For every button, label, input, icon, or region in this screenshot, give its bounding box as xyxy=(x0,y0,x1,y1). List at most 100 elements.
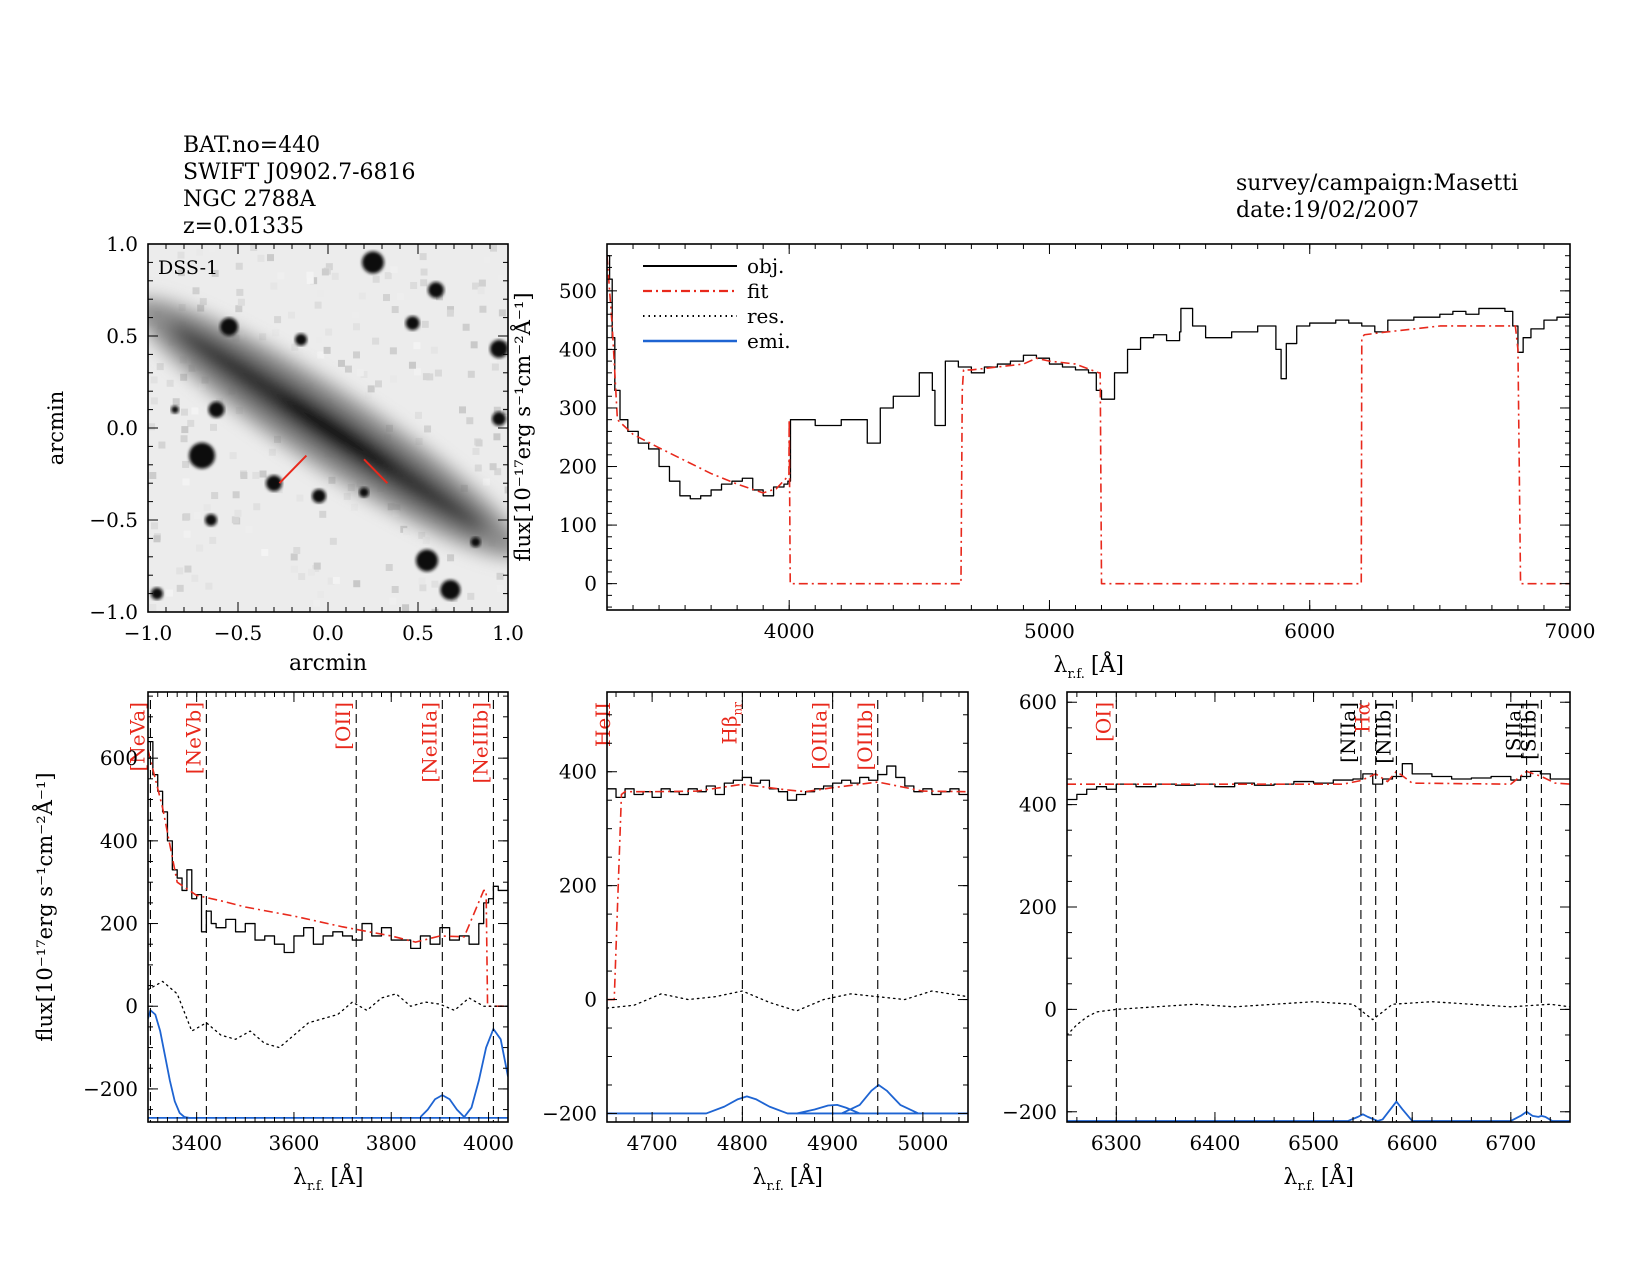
image-pixel xyxy=(413,342,421,350)
image-star xyxy=(362,251,384,274)
zoom3-ytick-label: −200 xyxy=(1002,1100,1057,1124)
image-pixel xyxy=(291,343,299,351)
image-pixel xyxy=(462,323,470,331)
image-pixel xyxy=(482,478,490,486)
zoom3-line-label: Hα xyxy=(1351,702,1375,733)
zoom1-xtick-label: 3800 xyxy=(366,1131,417,1155)
zoom3-series-fit xyxy=(1067,770,1570,785)
zoom2-series-emi-oiiia- xyxy=(796,1104,861,1115)
header-swift-id: SWIFT J0902.7-6816 xyxy=(183,160,416,185)
image-pixel xyxy=(298,573,306,581)
image-pixel xyxy=(353,580,361,588)
image-pixel xyxy=(434,369,442,377)
image-pixel xyxy=(419,253,427,261)
image-pixel xyxy=(196,544,204,552)
image-pixel xyxy=(253,503,261,511)
full-xtick-label: 4000 xyxy=(764,619,815,643)
zoom3-ytick-label: 200 xyxy=(1019,895,1057,919)
image-pixel xyxy=(344,365,352,373)
image-pixel xyxy=(385,564,393,572)
image-pixel xyxy=(466,417,474,425)
image-pixel xyxy=(240,471,248,479)
full-series-obj- xyxy=(607,255,1570,500)
image-pixel xyxy=(391,586,399,594)
image-star xyxy=(205,514,217,526)
image-pixel xyxy=(191,407,199,415)
zoom2-ytick-label: 0 xyxy=(584,988,597,1012)
image-pixel xyxy=(208,245,216,253)
image-star xyxy=(359,487,369,498)
image-pixel xyxy=(415,438,423,446)
zoom2-xtick-label: 4800 xyxy=(717,1131,768,1155)
image-xtick-label: 1.0 xyxy=(492,621,524,645)
zoom1-line-label: [NeIIIa] xyxy=(417,702,441,783)
image-star xyxy=(416,549,438,572)
zoom1-line-label: [NeVa] xyxy=(125,702,149,771)
image-pixel xyxy=(203,504,211,512)
image-pixel xyxy=(180,408,188,416)
image-star xyxy=(405,316,420,331)
zoom3-xtick-label: 6400 xyxy=(1189,1131,1240,1155)
image-pixel xyxy=(431,608,439,612)
image-pixel xyxy=(180,373,188,381)
zoom2-series-emi-hb xyxy=(607,1095,968,1115)
zoom3-line-label: [NIIa] xyxy=(1336,702,1360,763)
slit-marker-right xyxy=(363,458,389,484)
zoom3-series-group xyxy=(1067,763,1570,1122)
image-pixel xyxy=(272,603,280,611)
slit-marker-left xyxy=(278,454,308,484)
image-star xyxy=(428,282,444,298)
zoom2-axes: 4700 4800 4900 5000 −200 0 200 400 λr.f. [Å] xyxy=(542,691,969,1194)
image-pixel xyxy=(374,380,382,388)
image-pixel xyxy=(452,541,460,549)
image-pixel xyxy=(181,426,189,434)
image-pixel xyxy=(313,599,321,607)
image-star xyxy=(295,333,307,346)
image-star xyxy=(208,401,225,418)
zoom1-line-label: [NeVb] xyxy=(181,702,205,774)
image-pixel xyxy=(183,530,191,538)
image-pixel xyxy=(270,282,278,290)
zoom1-xlabel: λr.f. [Å] xyxy=(293,1162,363,1194)
image-pixel xyxy=(193,512,201,520)
zoom1-line-label: [OII] xyxy=(331,702,355,750)
image-pixel xyxy=(316,290,324,298)
image-pixel xyxy=(391,306,399,314)
zoom2-series-group xyxy=(607,765,968,1115)
full-ytick-label: 200 xyxy=(559,455,597,479)
image-pixel xyxy=(384,272,392,280)
zoom1-series-emi-neva- xyxy=(148,1009,197,1119)
image-pixel xyxy=(421,320,429,328)
zoom2-series-obj- xyxy=(607,765,968,801)
image-pixel xyxy=(402,604,410,612)
image-pixel xyxy=(350,503,358,511)
zoom1-xtick-label: 3600 xyxy=(268,1131,319,1155)
galaxy-disk xyxy=(148,298,508,558)
image-pixel xyxy=(229,452,237,460)
image-star xyxy=(220,317,238,336)
header-left: BAT.no=440 SWIFT J0902.7-6816 NGC 2788A … xyxy=(183,132,416,240)
image-pixel xyxy=(413,368,421,376)
image-pixel xyxy=(288,311,296,319)
survey-badge: DSS-1 xyxy=(158,257,218,279)
zoom3-series-emi-baseline xyxy=(1067,1100,1570,1122)
image-xtick-label: 0.0 xyxy=(312,621,344,645)
galaxy-image xyxy=(148,244,508,612)
legend-label: res. xyxy=(747,304,785,328)
zoom2-emission-lines: HeII Hβnr [OIIIa] [OIIIb] xyxy=(591,700,879,1122)
image-pixel xyxy=(489,244,497,252)
image-xtick-label: 0.5 xyxy=(402,621,434,645)
image-pixel xyxy=(365,391,373,399)
image-pixel xyxy=(472,447,480,455)
zoom3-ytick-label: 0 xyxy=(1044,997,1057,1021)
zoom3-emission-lines: [OI] [NIIa]Hα[NIIb] [SIIa][SIIb] xyxy=(1091,700,1542,1122)
image-pixel xyxy=(267,254,275,262)
image-pixel xyxy=(156,363,164,371)
image-pixel xyxy=(474,464,482,472)
image-pixel xyxy=(477,287,485,295)
image-pixel xyxy=(331,272,339,280)
full-ytick-label: 500 xyxy=(559,279,597,303)
image-ytick-label: 1.0 xyxy=(106,232,138,256)
image-pixel xyxy=(496,585,504,593)
image-pixel xyxy=(347,484,355,492)
